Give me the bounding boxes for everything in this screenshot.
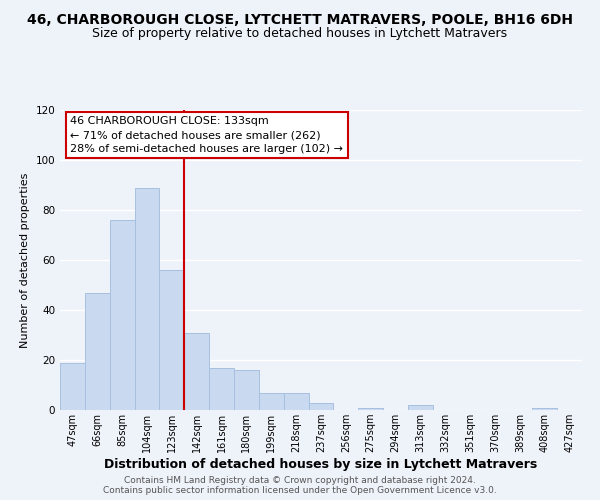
Bar — [234, 370, 259, 410]
Text: 46, CHARBOROUGH CLOSE, LYTCHETT MATRAVERS, POOLE, BH16 6DH: 46, CHARBOROUGH CLOSE, LYTCHETT MATRAVER… — [27, 12, 573, 26]
Bar — [60, 362, 85, 410]
Text: Contains public sector information licensed under the Open Government Licence v3: Contains public sector information licen… — [103, 486, 497, 495]
Text: 46 CHARBOROUGH CLOSE: 133sqm
← 71% of detached houses are smaller (262)
28% of s: 46 CHARBOROUGH CLOSE: 133sqm ← 71% of de… — [70, 116, 343, 154]
Y-axis label: Number of detached properties: Number of detached properties — [20, 172, 30, 348]
Bar — [532, 408, 557, 410]
Text: Size of property relative to detached houses in Lytchett Matravers: Size of property relative to detached ho… — [92, 28, 508, 40]
Bar — [134, 188, 160, 410]
Bar — [408, 405, 433, 410]
X-axis label: Distribution of detached houses by size in Lytchett Matravers: Distribution of detached houses by size … — [104, 458, 538, 471]
Bar — [184, 332, 209, 410]
Bar — [259, 392, 284, 410]
Bar — [284, 392, 308, 410]
Bar — [85, 292, 110, 410]
Bar — [358, 408, 383, 410]
Bar — [308, 402, 334, 410]
Bar — [209, 368, 234, 410]
Bar — [160, 270, 184, 410]
Text: Contains HM Land Registry data © Crown copyright and database right 2024.: Contains HM Land Registry data © Crown c… — [124, 476, 476, 485]
Bar — [110, 220, 134, 410]
